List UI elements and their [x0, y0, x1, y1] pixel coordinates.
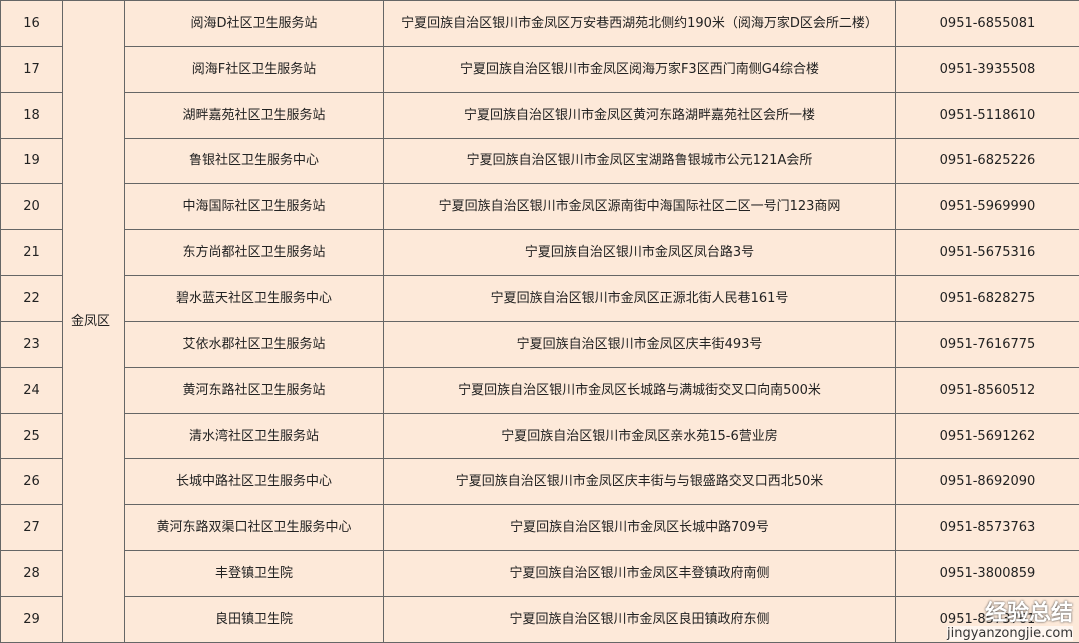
address: 宁夏回族自治区银川市金凤区万安巷西湖苑北侧约190米（阅海万家D区会所二楼） [383, 0, 896, 47]
phone: 0951-5675316 [895, 229, 1079, 277]
clinic-name: 良田镇卫生院 [124, 595, 384, 643]
row-number: 27 [0, 504, 63, 552]
row-number: 23 [0, 320, 63, 368]
table-row: 27 黄河东路双渠口社区卫生服务中心 宁夏回族自治区银川市金凤区长城中路709号 09… [0, 504, 1079, 552]
phone: 0951-5118610 [895, 91, 1079, 139]
clinic-name: 碧水蓝天社区卫生服务中心 [124, 275, 384, 322]
address: 宁夏回族自治区银川市金凤区庆丰街493号 [383, 320, 896, 368]
address: 宁夏回族自治区银川市金凤区庆丰街与与银盛路交叉口西北50米 [383, 458, 896, 506]
table-row: 19 鲁银社区卫生服务中心 宁夏回族自治区银川市金凤区宝湖路鲁银城市公元121A会所… [0, 137, 1079, 185]
row-number: 24 [0, 366, 63, 414]
address: 宁夏回族自治区银川市金凤区黄河东路湖畔嘉苑社区会所一楼 [383, 91, 896, 139]
watermark-url: jingyanzongjie.com [946, 626, 1073, 641]
phone: 0951-7616775 [895, 320, 1079, 368]
row-number: 22 [0, 275, 63, 322]
table-row: 21 东方尚都社区卫生服务站 宁夏回族自治区银川市金凤区凤台路3号 0951-5675… [0, 229, 1079, 277]
district: 金凤区 [62, 0, 125, 643]
row-number: 28 [0, 550, 63, 597]
table-row: 26 长城中路社区卫生服务中心 宁夏回族自治区银川市金凤区庆丰街与与银盛路交叉口西北… [0, 458, 1079, 506]
table-row: 28 丰登镇卫生院 宁夏回族自治区银川市金凤区丰登镇政府南侧 0951-3800859 [0, 550, 1079, 597]
address: 宁夏回族自治区银川市金凤区凤台路3号 [383, 229, 896, 277]
phone: 0951-6828275 [895, 275, 1079, 322]
address: 宁夏回族自治区银川市金凤区阅海万家F3区西门南侧G4综合楼 [383, 45, 896, 93]
row-number: 17 [0, 45, 63, 93]
row-number: 25 [0, 412, 63, 460]
table-row: 29 良田镇卫生院 宁夏回族自治区银川市金凤区良田镇政府东侧 0951-8573761 [0, 595, 1079, 643]
watermark-title: 经验总结 [984, 601, 1073, 626]
phone: 0951-8573763 [895, 504, 1079, 552]
clinic-name: 黄河东路社区卫生服务站 [124, 366, 384, 414]
clinic-name: 湖畔嘉苑社区卫生服务站 [124, 91, 384, 139]
address: 宁夏回族自治区银川市金凤区丰登镇政府南侧 [383, 550, 896, 597]
address: 宁夏回族自治区银川市金凤区长城中路709号 [383, 504, 896, 552]
clinic-name: 中海国际社区卫生服务站 [124, 183, 384, 231]
watermark: 经验总结 jingyanzongjie.com [946, 601, 1073, 641]
row-number: 29 [0, 595, 63, 643]
row-number: 19 [0, 137, 63, 185]
row-number: 26 [0, 458, 63, 506]
clinic-name: 东方尚都社区卫生服务站 [124, 229, 384, 277]
address: 宁夏回族自治区银川市金凤区长城路与满城街交叉口向南500米 [383, 366, 896, 414]
phone: 0951-8692090 [895, 458, 1079, 506]
phone: 0951-3935508 [895, 45, 1079, 93]
address: 宁夏回族自治区银川市金凤区正源北街人民巷161号 [383, 275, 896, 322]
row-number: 16 [0, 0, 63, 47]
clinic-name: 黄河东路双渠口社区卫生服务中心 [124, 504, 384, 552]
table-row: 22 碧水蓝天社区卫生服务中心 宁夏回族自治区银川市金凤区正源北街人民巷161号 09… [0, 275, 1079, 322]
table-row: 18 湖畔嘉苑社区卫生服务站 宁夏回族自治区银川市金凤区黄河东路湖畔嘉苑社区会所一楼… [0, 91, 1079, 139]
table-row: 25 清水湾社区卫生服务站 宁夏回族自治区银川市金凤区亲水苑15-6营业房 0951-… [0, 412, 1079, 460]
phone: 0951-6855081 [895, 0, 1079, 47]
table-row: 23 艾依水郡社区卫生服务站 宁夏回族自治区银川市金凤区庆丰街493号 0951-76… [0, 320, 1079, 368]
clinic-name: 鲁银社区卫生服务中心 [124, 137, 384, 185]
clinic-name: 清水湾社区卫生服务站 [124, 412, 384, 460]
phone: 0951-3800859 [895, 550, 1079, 597]
clinic-name: 阅海F社区卫生服务站 [124, 45, 384, 93]
phone: 0951-6825226 [895, 137, 1079, 185]
clinic-name: 丰登镇卫生院 [124, 550, 384, 597]
table-row: 20 中海国际社区卫生服务站 宁夏回族自治区银川市金凤区源南街中海国际社区二区一号门… [0, 183, 1079, 231]
row-number: 20 [0, 183, 63, 231]
table-row: 17 阅海F社区卫生服务站 宁夏回族自治区银川市金凤区阅海万家F3区西门南侧G4综合… [0, 45, 1079, 93]
clinic-name: 艾依水郡社区卫生服务站 [124, 320, 384, 368]
address: 宁夏回族自治区银川市金凤区宝湖路鲁银城市公元121A会所 [383, 137, 896, 185]
row-number: 21 [0, 229, 63, 277]
phone: 0951-5691262 [895, 412, 1079, 460]
row-number: 18 [0, 91, 63, 139]
address: 宁夏回族自治区银川市金凤区良田镇政府东侧 [383, 595, 896, 643]
phone: 0951-8560512 [895, 366, 1079, 414]
address: 宁夏回族自治区银川市金凤区源南街中海国际社区二区一号门123商网 [383, 183, 896, 231]
table-row: 24 黄河东路社区卫生服务站 宁夏回族自治区银川市金凤区长城路与满城街交叉口向南50… [0, 366, 1079, 414]
address: 宁夏回族自治区银川市金凤区亲水苑15-6营业房 [383, 412, 896, 460]
phone: 0951-5969990 [895, 183, 1079, 231]
clinic-name: 阅海D社区卫生服务站 [124, 0, 384, 47]
clinic-name: 长城中路社区卫生服务中心 [124, 458, 384, 506]
